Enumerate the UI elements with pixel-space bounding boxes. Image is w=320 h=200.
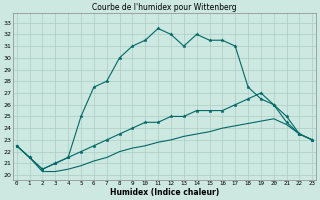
Title: Courbe de l'humidex pour Wittenberg: Courbe de l'humidex pour Wittenberg	[92, 3, 237, 12]
X-axis label: Humidex (Indice chaleur): Humidex (Indice chaleur)	[110, 188, 219, 197]
